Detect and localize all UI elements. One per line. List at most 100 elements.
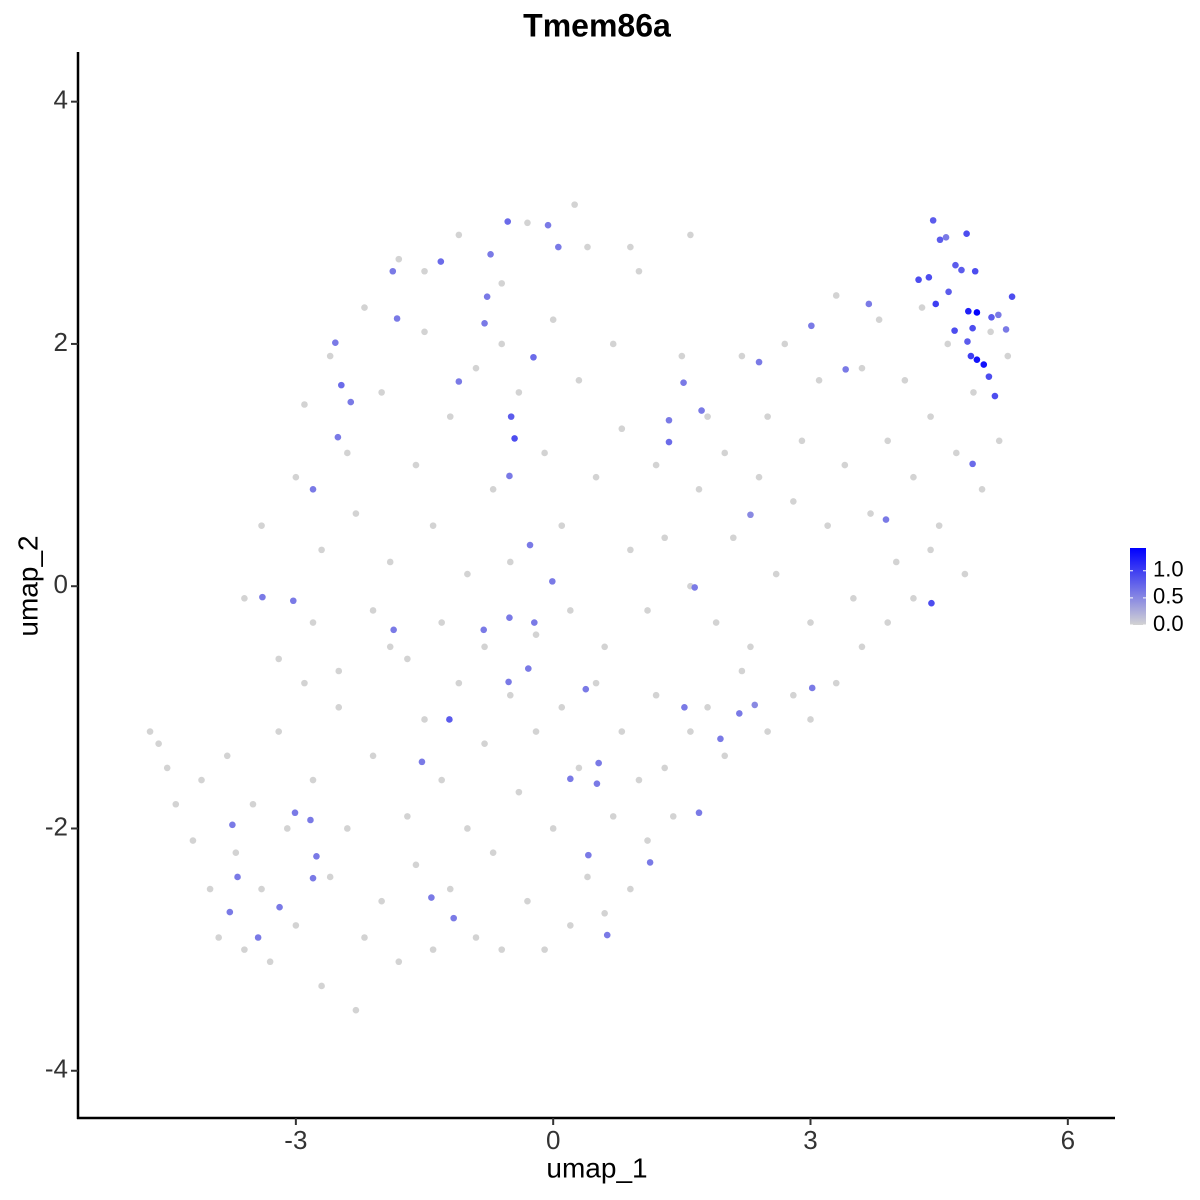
- cell-point: [386, 643, 394, 651]
- cell-point: [483, 293, 491, 300]
- cell-point: [289, 597, 297, 605]
- cell-point: [395, 255, 403, 263]
- cell-point: [695, 809, 703, 817]
- cell-point: [525, 665, 532, 672]
- cell-point: [910, 473, 917, 481]
- cell-point: [687, 231, 694, 239]
- cell-point: [301, 401, 308, 408]
- cell-point: [985, 373, 993, 380]
- cell-point: [661, 534, 668, 542]
- cell-point: [515, 389, 523, 396]
- cell-point: [687, 728, 694, 735]
- cell-point: [867, 510, 874, 517]
- cell-point: [738, 352, 746, 360]
- cell-point: [352, 1006, 360, 1014]
- cell-point: [259, 593, 266, 601]
- cell-point: [755, 473, 763, 481]
- cell-point: [790, 498, 797, 505]
- cell-point: [378, 897, 385, 905]
- cell-point: [189, 837, 197, 844]
- cell-point: [487, 250, 494, 258]
- cell-point: [335, 704, 343, 711]
- cell-point: [318, 546, 325, 554]
- cell-point: [438, 619, 445, 626]
- cell-point: [429, 946, 437, 953]
- cell-point: [241, 946, 248, 953]
- cell-point: [927, 546, 934, 554]
- cell-point: [601, 909, 608, 917]
- cell-point: [969, 324, 976, 332]
- cell-point: [507, 413, 515, 420]
- cell-point: [841, 461, 849, 469]
- cell-point: [506, 691, 514, 699]
- cell-point: [480, 626, 488, 634]
- cell-point: [428, 894, 435, 901]
- cell-point: [511, 435, 518, 442]
- cell-point: [309, 776, 317, 784]
- cell-point: [790, 691, 797, 699]
- cell-point: [309, 486, 317, 493]
- x-tick-label: 3: [803, 1125, 817, 1155]
- cell-point: [592, 679, 600, 687]
- y-axis-title: umap_2: [12, 535, 43, 636]
- cell-point: [978, 486, 986, 493]
- cell-point: [680, 379, 687, 387]
- cell-point: [455, 378, 463, 385]
- cell-point: [747, 643, 754, 651]
- cell-point: [1004, 352, 1012, 360]
- cell-point: [781, 340, 789, 348]
- cell-point: [603, 931, 611, 939]
- cell-point: [850, 595, 857, 602]
- cell-point: [644, 837, 651, 844]
- cell-point: [575, 764, 583, 772]
- cell-point: [393, 315, 401, 322]
- cell-point: [858, 364, 866, 372]
- cell-point: [506, 472, 513, 480]
- cell-point: [429, 522, 437, 529]
- cell-point: [369, 607, 377, 614]
- cell-point: [481, 740, 488, 747]
- cell-point: [582, 685, 590, 693]
- x-tick-label: -3: [284, 1125, 307, 1155]
- cell-point: [971, 267, 979, 275]
- cell-point: [258, 522, 265, 529]
- cell-point: [807, 716, 814, 723]
- cell-point: [532, 728, 540, 735]
- cell-point: [932, 300, 940, 308]
- cell-point: [505, 678, 512, 686]
- cell-point: [627, 546, 634, 554]
- cell-point: [875, 316, 883, 324]
- cell-point: [378, 389, 385, 396]
- cell-point: [249, 800, 257, 808]
- cell-point: [961, 570, 969, 578]
- cell-point: [951, 327, 958, 334]
- cell-point: [386, 558, 394, 566]
- cell-point: [226, 908, 234, 916]
- cell-point: [935, 522, 943, 529]
- cell-point: [198, 776, 205, 784]
- cell-point: [944, 340, 952, 348]
- cell-point: [824, 522, 831, 529]
- cell-point: [593, 780, 601, 787]
- cell-point: [489, 849, 497, 857]
- cell-point: [232, 849, 240, 857]
- cell-point: [526, 541, 534, 549]
- cell-point: [678, 352, 686, 360]
- cell-point: [747, 511, 754, 519]
- cell-point: [929, 217, 937, 224]
- cell-point: [555, 243, 562, 251]
- cell-point: [472, 934, 480, 941]
- cell-point: [313, 853, 320, 860]
- cell-point: [970, 389, 977, 396]
- y-tick-label: 4: [54, 85, 68, 115]
- cell-point: [712, 619, 720, 626]
- cell-point: [842, 366, 849, 373]
- cell-point: [882, 516, 890, 523]
- cell-point: [698, 407, 705, 414]
- cell-point: [276, 903, 283, 911]
- cell-point: [332, 339, 339, 347]
- colorbar: [1130, 548, 1146, 625]
- cell-point: [652, 691, 660, 699]
- cell-point: [646, 859, 654, 866]
